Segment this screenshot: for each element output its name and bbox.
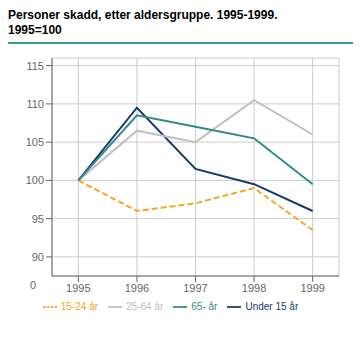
html-text:0: 0 [30,279,37,291]
html-text:25-64 år: 25-64 år [126,300,164,312]
svg-text:100: 100 [26,174,44,186]
html-text:Under 15 år: Under 15 år [245,300,299,312]
svg-text:95: 95 [32,213,44,225]
svg-text:1998: 1998 [242,282,266,294]
html-text:Personer skadd, etter aldersgr: Personer skadd, etter aldersgruppe. 1995… [8,8,278,22]
svg-text:1995: 1995 [66,282,90,294]
svg-text:1997: 1997 [183,282,207,294]
svg-text:110: 110 [26,98,44,110]
svg-text:115: 115 [26,60,44,72]
html-text:65- år: 65- år [191,300,218,312]
svg-text:1999: 1999 [300,282,324,294]
svg-text:1996: 1996 [125,282,149,294]
svg-text:90: 90 [32,251,44,263]
html-text:15-24 år: 15-24 år [60,300,98,312]
svg-text:105: 105 [26,136,44,148]
html-text:1995=100: 1995=100 [8,23,62,37]
